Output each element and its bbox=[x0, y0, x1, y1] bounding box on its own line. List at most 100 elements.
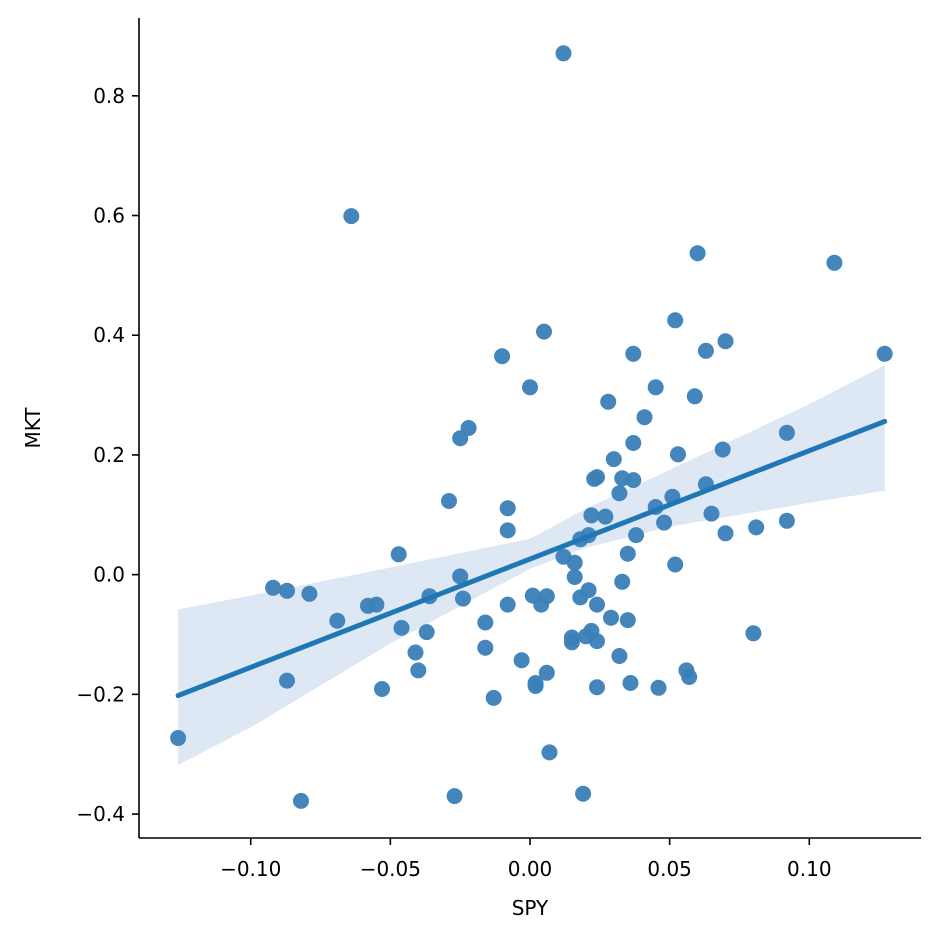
y-axis-label: MKT bbox=[21, 407, 45, 449]
data-point bbox=[647, 379, 664, 396]
data-point bbox=[826, 254, 843, 271]
data-point bbox=[410, 662, 427, 679]
regression-line bbox=[175, 418, 888, 699]
data-point bbox=[667, 312, 684, 329]
x-tick-label: 0.00 bbox=[508, 857, 553, 881]
y-tick-label: 0.8 bbox=[93, 84, 125, 108]
points-layer bbox=[170, 45, 893, 809]
data-point bbox=[499, 522, 516, 539]
data-point bbox=[745, 625, 762, 642]
data-point bbox=[368, 596, 385, 613]
data-point bbox=[603, 609, 619, 626]
data-point bbox=[536, 323, 552, 340]
data-point bbox=[717, 525, 734, 542]
data-point bbox=[293, 792, 309, 809]
confidence-band bbox=[178, 365, 885, 765]
data-point bbox=[656, 514, 673, 531]
x-axis-label: SPY bbox=[512, 896, 549, 920]
data-point bbox=[477, 614, 494, 631]
data-point bbox=[748, 519, 765, 536]
data-point bbox=[538, 664, 555, 681]
y-tick-label: 0.2 bbox=[93, 443, 125, 467]
x-tick-label: −0.10 bbox=[220, 857, 281, 881]
data-point bbox=[580, 582, 597, 599]
data-point bbox=[455, 590, 471, 607]
data-point bbox=[670, 446, 686, 463]
data-point bbox=[600, 393, 617, 410]
y-ticks: −0.4 −0.2 0.0 0.2 0.4 0.6 0.8 bbox=[76, 84, 139, 826]
data-point bbox=[343, 208, 360, 225]
data-point bbox=[494, 348, 511, 365]
data-point bbox=[778, 424, 795, 441]
data-point bbox=[527, 675, 544, 691]
x-tick-label: 0.05 bbox=[647, 857, 692, 881]
data-point bbox=[625, 472, 642, 489]
data-point bbox=[522, 379, 538, 396]
data-point bbox=[589, 679, 605, 696]
data-point bbox=[279, 672, 295, 689]
data-point bbox=[329, 612, 346, 629]
y-tick-label: −0.2 bbox=[76, 682, 125, 706]
data-point bbox=[407, 644, 424, 661]
data-point bbox=[614, 573, 631, 590]
data-point bbox=[393, 619, 410, 636]
data-point bbox=[717, 333, 734, 350]
data-point bbox=[555, 45, 572, 62]
data-point bbox=[575, 785, 592, 802]
data-point bbox=[513, 652, 530, 669]
y-tick-label: 0.0 bbox=[93, 563, 125, 587]
data-point bbox=[778, 512, 795, 529]
data-point bbox=[170, 730, 187, 746]
x-ticks: −0.10 −0.05 0.00 0.05 0.10 bbox=[220, 838, 832, 881]
data-point bbox=[441, 493, 457, 509]
regression-line-layer bbox=[175, 418, 888, 699]
data-point bbox=[418, 624, 435, 641]
data-point bbox=[538, 588, 555, 605]
data-point bbox=[667, 556, 684, 573]
data-point bbox=[265, 579, 282, 596]
confidence-band-layer bbox=[178, 365, 885, 765]
data-point bbox=[703, 505, 720, 522]
y-tick-label: 0.6 bbox=[93, 204, 125, 228]
data-point bbox=[374, 681, 390, 697]
data-point bbox=[622, 675, 639, 691]
data-point bbox=[714, 441, 731, 458]
data-point bbox=[625, 345, 642, 362]
data-point bbox=[597, 508, 614, 525]
data-point bbox=[566, 569, 583, 585]
data-point bbox=[583, 507, 600, 524]
x-tick-label: −0.05 bbox=[360, 857, 421, 881]
data-point bbox=[605, 451, 622, 468]
data-point bbox=[689, 245, 706, 262]
data-point bbox=[611, 485, 628, 502]
data-point bbox=[279, 582, 295, 599]
data-point bbox=[619, 612, 636, 629]
data-point bbox=[446, 788, 463, 805]
x-tick-label: 0.10 bbox=[787, 857, 832, 881]
data-point bbox=[876, 345, 893, 362]
data-point bbox=[619, 545, 636, 562]
data-point bbox=[390, 546, 407, 563]
data-point bbox=[477, 639, 494, 656]
data-point bbox=[485, 689, 502, 706]
data-point bbox=[566, 554, 583, 571]
data-point bbox=[697, 342, 714, 359]
data-point bbox=[636, 409, 653, 426]
data-point bbox=[589, 469, 605, 486]
data-point bbox=[589, 596, 605, 613]
y-tick-label: 0.4 bbox=[93, 323, 125, 347]
y-tick-label: −0.4 bbox=[76, 802, 125, 826]
data-point bbox=[650, 679, 667, 696]
data-point bbox=[681, 669, 698, 685]
data-point bbox=[611, 648, 628, 664]
data-point bbox=[563, 629, 580, 646]
data-point bbox=[452, 568, 469, 585]
data-point bbox=[625, 435, 642, 451]
data-point bbox=[628, 527, 645, 544]
data-point bbox=[589, 633, 605, 650]
data-point bbox=[686, 388, 703, 405]
data-point bbox=[499, 500, 516, 517]
data-point bbox=[301, 585, 318, 602]
data-point bbox=[499, 596, 516, 613]
